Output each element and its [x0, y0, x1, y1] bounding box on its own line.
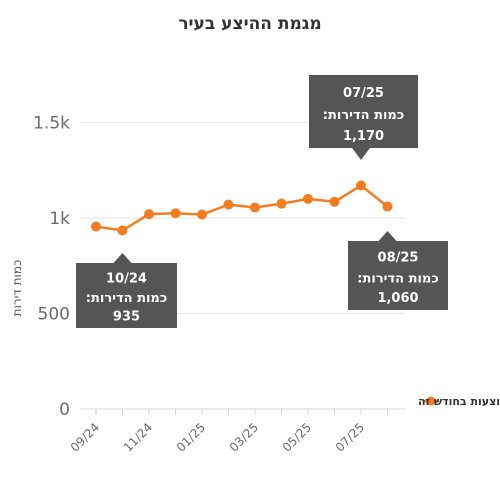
y-tick-label: 0 — [59, 400, 70, 420]
x-axis: 09/24 11/24 01/25 03/25 05/25 07/25 — [68, 408, 405, 455]
x-tick-label: 11/24 — [121, 420, 155, 454]
tooltip-date: 08/25 — [378, 251, 419, 266]
y-tick-label: 500 — [38, 305, 70, 325]
legend[interactable]: כמות הדירות המוצעות בחודש זה — [418, 395, 500, 408]
y-tick-label: 1.5k — [33, 114, 70, 134]
x-tick-label: 09/24 — [68, 420, 102, 454]
data-point[interactable] — [91, 221, 101, 232]
x-tick-label: 07/25 — [333, 420, 367, 454]
tooltip-date: 07/25 — [343, 86, 384, 101]
tooltip-label: כמות הדירות: — [86, 291, 167, 306]
data-point[interactable] — [197, 209, 207, 220]
tooltip-value: 1,060 — [377, 291, 418, 306]
series-line — [95, 184, 389, 232]
chart-title: מגמת ההיצע בעיר — [178, 14, 322, 34]
x-tick-label: 03/25 — [227, 420, 261, 454]
y-tick-label: 1k — [49, 209, 70, 229]
x-tick-label: 05/25 — [280, 420, 314, 454]
data-point[interactable] — [329, 196, 340, 207]
data-point[interactable] — [382, 201, 393, 212]
tooltip-08-25: 08/25 כמות הדירות: 1,060 — [348, 231, 448, 310]
data-point[interactable] — [276, 198, 287, 209]
tooltip-10-24: 10/24 כמות הדירות: 935 — [76, 253, 177, 328]
x-tick-label: 01/25 — [174, 420, 208, 454]
tooltip-arrow — [352, 148, 370, 160]
tooltip-box — [76, 263, 177, 328]
legend-point-marker — [426, 396, 436, 406]
data-point[interactable] — [117, 225, 128, 236]
tooltip-value: 1,170 — [343, 129, 384, 144]
data-point[interactable] — [303, 193, 313, 204]
series-layer — [91, 180, 393, 236]
legend-label: כמות הדירות המוצעות בחודש זה — [418, 395, 500, 408]
tooltips-layer: 10/24 כמות הדירות: 935 07/25 כמות הדירות: 1,1… — [76, 75, 448, 328]
tooltip-07-25: 07/25 כמות הדירות: 1,170 — [309, 75, 418, 160]
tooltip-arrow — [378, 231, 397, 241]
data-point[interactable] — [144, 209, 154, 220]
tooltip-box — [309, 75, 418, 148]
tooltip-label: כמות הדירות: — [357, 271, 438, 286]
data-point[interactable] — [250, 202, 260, 213]
data-point[interactable] — [223, 199, 234, 210]
tooltip-arrow — [113, 253, 132, 263]
tooltip-date: 10/24 — [106, 272, 147, 287]
y-axis-label: כמות דירות — [10, 260, 24, 317]
y-axis: 0 500 1k 1.5k — [33, 114, 70, 421]
data-point[interactable] — [356, 180, 366, 191]
tooltip-value: 935 — [113, 309, 140, 324]
data-point[interactable] — [170, 208, 181, 219]
tooltip-box — [348, 241, 448, 310]
tooltip-label: כמות הדירות: — [323, 108, 404, 123]
